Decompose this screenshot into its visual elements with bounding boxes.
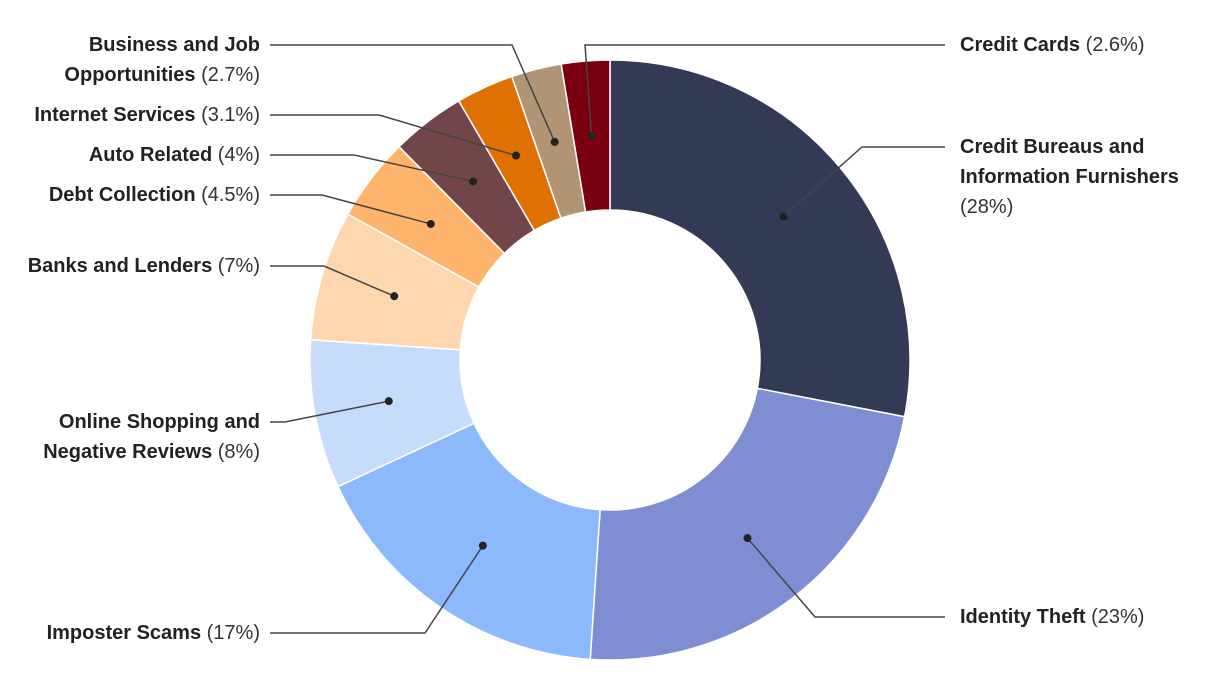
category-name: Debt Collection — [48, 184, 196, 206]
value-label: (2.6%) — [1085, 34, 1145, 56]
leader-dot — [469, 177, 478, 186]
category-name: Business and Job Opportunities — [64, 34, 260, 86]
leader-dot — [390, 292, 399, 301]
segment-label: Credit Bureaus and Information Furnisher… — [960, 132, 1218, 222]
segment-label: Internet Services (3.1%) — [0, 100, 260, 130]
value-label: (7%) — [217, 255, 260, 277]
leader-line — [270, 265, 395, 297]
value-label: (28%) — [960, 196, 1014, 218]
leader-line — [270, 194, 431, 225]
category-name: Online Shopping and Negative Reviews — [43, 411, 260, 463]
leader-line — [270, 545, 484, 634]
leader-dot — [743, 534, 752, 543]
leader-dot — [550, 137, 559, 146]
value-label: (17%) — [206, 622, 260, 644]
segment-label: Auto Related (4%) — [0, 140, 260, 170]
leader-line — [746, 537, 945, 618]
donut-segment — [337, 422, 601, 661]
leader-dot — [478, 541, 487, 550]
leader-line — [270, 44, 556, 143]
category-name: Auto Related — [88, 144, 213, 166]
leader-line — [782, 146, 945, 218]
leader-dot — [384, 397, 393, 406]
leader-dot — [587, 131, 596, 140]
leader-line — [270, 154, 474, 183]
donut-segment — [560, 59, 611, 213]
value-label: (23%) — [1091, 606, 1145, 628]
donut-segment — [609, 59, 911, 418]
category-name: Internet Services — [34, 104, 196, 126]
leader-line — [584, 44, 945, 136]
category-name: Credit Cards — [960, 34, 1081, 56]
category-name: Credit Bureaus and Information Furnisher… — [960, 136, 1179, 188]
segment-label: Imposter Scams (17%) — [0, 618, 260, 648]
segment-label: Online Shopping and Negative Reviews (8%… — [10, 407, 260, 467]
category-name: Identity Theft — [960, 606, 1086, 628]
leader-dot — [779, 212, 788, 221]
segment-label: Banks and Lenders (7%) — [0, 251, 260, 281]
category-name: Banks and Lenders — [27, 255, 213, 277]
leader-line — [270, 400, 389, 423]
segment-label: Debt Collection (4.5%) — [0, 180, 260, 210]
segment-label: Credit Cards (2.6%) — [960, 30, 1218, 60]
category-name: Imposter Scams — [46, 622, 202, 644]
leader-line — [270, 114, 517, 157]
leader-dot — [512, 151, 521, 160]
value-label: (2.7%) — [201, 64, 260, 86]
segment-label: Identity Theft (23%) — [960, 602, 1218, 632]
value-label: (4%) — [217, 144, 260, 166]
leader-dot — [426, 219, 435, 228]
value-label: (8%) — [217, 441, 260, 463]
value-label: (4.5%) — [201, 184, 260, 206]
donut-segment — [589, 387, 906, 661]
segment-label: Business and Job Opportunities (2.7%) — [20, 30, 260, 90]
value-label: (3.1%) — [201, 104, 260, 126]
